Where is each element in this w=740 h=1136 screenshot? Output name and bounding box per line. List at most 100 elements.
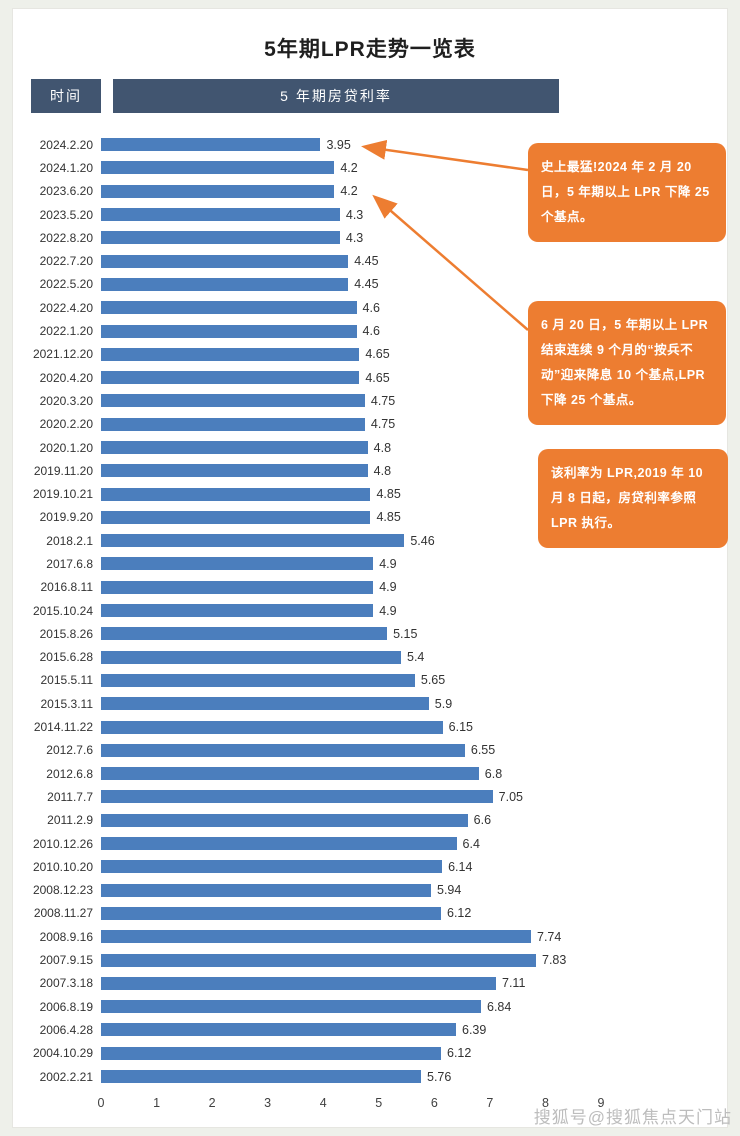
bar-value-label: 5.15	[393, 626, 418, 641]
chart-row: 2015.8.26 5.15	[21, 622, 727, 645]
row-date-label: 2015.6.28	[39, 650, 93, 665]
bar-value-label: 5.94	[437, 883, 462, 898]
rate-bar	[101, 580, 374, 594]
bar-value-label: 4.8	[373, 440, 392, 455]
bar-value-label: 4.75	[370, 393, 396, 408]
rate-bar	[101, 604, 374, 618]
rate-bar	[101, 650, 401, 664]
row-plot-area: 4.3	[101, 208, 601, 222]
row-date-label: 2024.1.20	[39, 160, 93, 175]
row-date-label: 2012.6.8	[46, 766, 93, 781]
bar-chart: 2024.2.20 3.95 2024.1.20 4.2 2023.6.20 4.2 202…	[21, 133, 727, 1088]
row-plot-area: 4.85	[101, 487, 601, 501]
chart-row: 2022.7.20 4.45	[21, 249, 727, 272]
row-plot-area: 6.8	[101, 767, 601, 781]
rate-bar	[101, 883, 431, 897]
chart-row: 2019.11.20 4.8	[21, 459, 727, 482]
bar-value-label: 4.75	[370, 417, 396, 432]
row-date-label: 2022.5.20	[39, 277, 93, 292]
row-date-label: 2010.12.26	[32, 836, 93, 851]
row-date-label: 2007.9.15	[39, 953, 93, 968]
rate-bar	[101, 930, 531, 944]
x-tick-label: 3	[264, 1096, 272, 1111]
bar-value-label: 5.4	[407, 650, 425, 665]
rate-bar	[101, 860, 443, 874]
chart-row: 2010.12.26 6.4	[21, 832, 727, 855]
row-date-label: 2011.7.7	[47, 789, 93, 804]
x-tick-label: 5	[375, 1096, 383, 1111]
row-date-label: 2015.3.11	[40, 696, 94, 711]
row-date-label: 2022.1.20	[39, 324, 93, 339]
row-plot-area: 5.15	[101, 627, 601, 641]
row-plot-area: 6.12	[101, 906, 601, 920]
chart-row: 2020.2.20 4.75	[21, 413, 727, 436]
bar-value-label: 4.65	[365, 347, 390, 362]
chart-row: 2024.2.20 3.95	[21, 133, 727, 156]
row-date-label: 2019.11.20	[33, 463, 93, 478]
row-plot-area: 4.75	[101, 394, 601, 408]
chart-row: 2008.12.23 5.94	[21, 879, 727, 902]
rate-column-header: 5 年期房贷利率	[113, 79, 559, 113]
bar-value-label: 6.4	[462, 836, 480, 851]
rate-bar	[101, 953, 536, 967]
row-date-label: 2015.5.11	[40, 673, 94, 688]
x-tick-label: 6	[430, 1096, 438, 1111]
rate-bar	[101, 417, 365, 431]
x-tick-label: 0	[97, 1096, 105, 1111]
chart-row: 2015.5.11 5.65	[21, 669, 727, 692]
bar-value-label: 4.9	[379, 603, 397, 618]
row-date-label: 2020.3.20	[39, 393, 93, 408]
x-tick-label: 7	[486, 1096, 494, 1111]
chart-row: 2022.8.20 4.3	[21, 226, 727, 249]
chart-row: 2019.10.21 4.85	[21, 482, 727, 505]
row-plot-area: 7.83	[101, 953, 601, 967]
annotation-callout-2023: 6 月 20 日，5 年期以上 LPR 结束连续 9 个月的“按兵不动”迎来降息…	[528, 301, 726, 425]
bar-value-label: 6.14	[448, 859, 473, 874]
watermark: 搜狐号@搜狐焦点天门站	[533, 1108, 732, 1127]
row-plot-area: 6.12	[101, 1046, 601, 1060]
x-tick-label: 1	[153, 1096, 161, 1111]
bar-value-label: 3.95	[326, 137, 351, 152]
chart-row: 2023.6.20 4.2	[21, 180, 727, 203]
row-date-label: 2006.4.28	[39, 1022, 93, 1037]
row-date-label: 2019.10.21	[32, 487, 93, 502]
rate-bar	[101, 743, 465, 757]
rate-bar	[101, 184, 335, 198]
row-date-label: 2012.7.6	[46, 743, 93, 758]
bar-value-label: 6.15	[448, 720, 473, 735]
bar-value-label: 4.45	[354, 254, 379, 269]
chart-row: 2021.12.20 4.65	[21, 343, 727, 366]
row-plot-area: 4.75	[101, 417, 601, 431]
x-tick-label: 9	[597, 1096, 605, 1111]
rate-bar	[101, 1023, 456, 1037]
chart-row: 2004.10.29 6.12	[21, 1042, 727, 1065]
bar-value-label: 6.55	[470, 743, 496, 758]
chart-row: 2022.1.20 4.6	[21, 319, 727, 342]
chart-row: 2015.10.24 4.9	[21, 599, 727, 622]
x-axis: 0 1 2 3 4 5 6 7 8 9	[97, 1096, 605, 1116]
bar-value-label: 5.46	[410, 533, 435, 548]
row-plot-area: 6.6	[101, 813, 601, 827]
rate-bar	[101, 673, 415, 687]
row-plot-area: 4.45	[101, 254, 601, 268]
row-date-label: 2024.2.20	[39, 137, 93, 152]
row-date-label: 2008.11.27	[33, 906, 93, 921]
rate-bar	[101, 837, 457, 851]
rate-bar	[101, 464, 368, 478]
rate-bar	[101, 534, 405, 548]
rate-bar	[101, 627, 388, 641]
bar-value-label: 5.65	[420, 673, 446, 688]
rate-bar	[101, 138, 321, 152]
row-date-label: 2008.12.23	[32, 883, 93, 898]
rate-bar	[101, 510, 371, 524]
row-plot-area: 3.95	[101, 138, 601, 152]
row-date-label: 2018.2.1	[46, 533, 93, 548]
rate-bar	[101, 767, 479, 781]
row-plot-area: 4.65	[101, 371, 601, 385]
bar-value-label: 7.11	[502, 976, 526, 991]
row-date-label: 2023.6.20	[39, 184, 93, 199]
row-plot-area: 4.9	[101, 557, 601, 571]
row-plot-area: 6.55	[101, 743, 601, 757]
bar-value-label: 4.45	[354, 277, 379, 292]
rate-bar	[101, 394, 365, 408]
